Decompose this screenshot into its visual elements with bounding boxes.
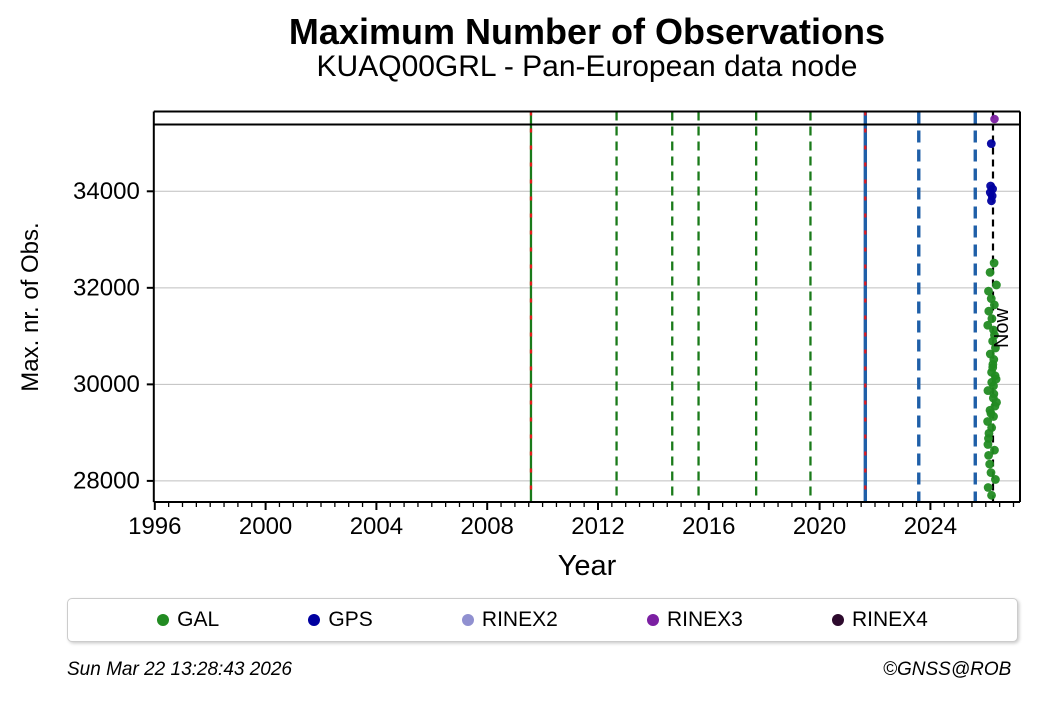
svg-text:Year: Year xyxy=(558,550,617,582)
svg-text:Max. nr. of Obs.: Max. nr. of Obs. xyxy=(17,222,44,391)
svg-text:1996: 1996 xyxy=(128,513,181,540)
svg-text:34000: 34000 xyxy=(73,178,140,205)
svg-text:32000: 32000 xyxy=(73,274,140,301)
svg-text:2016: 2016 xyxy=(682,513,735,540)
svg-text:2020: 2020 xyxy=(793,513,846,540)
svg-text:2024: 2024 xyxy=(904,513,957,540)
svg-text:2012: 2012 xyxy=(571,513,624,540)
svg-text:2008: 2008 xyxy=(461,513,514,540)
svg-text:30000: 30000 xyxy=(73,371,140,398)
svg-text:Now: Now xyxy=(991,307,1013,348)
svg-text:28000: 28000 xyxy=(73,467,140,494)
svg-text:2000: 2000 xyxy=(239,513,292,540)
svg-text:2004: 2004 xyxy=(350,513,403,540)
